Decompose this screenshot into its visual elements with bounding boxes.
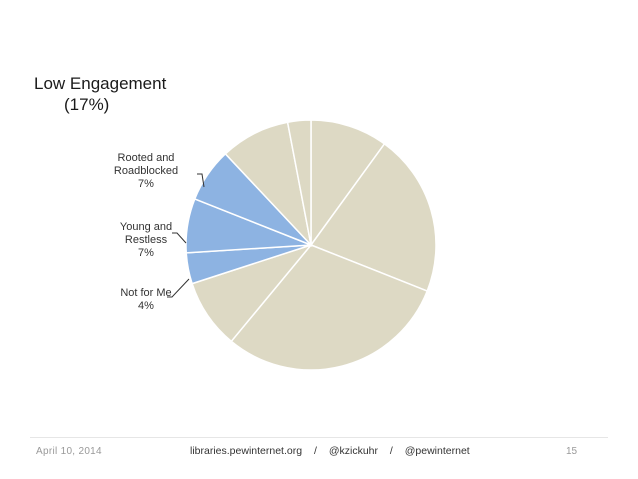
slice-label: Young and Restless 7% xyxy=(120,221,172,259)
slice-label-line: Roadblocked xyxy=(114,165,178,177)
slice-label-line: 7% xyxy=(138,178,154,190)
footer-handle-pewinternet: @pewinternet xyxy=(404,445,470,457)
chart-title: Low Engagement xyxy=(34,74,167,93)
pie-slice-3 xyxy=(230,244,429,371)
leader-line xyxy=(172,232,187,244)
slice-label-line: Not for Me xyxy=(120,287,171,299)
slice-label-line: Young and xyxy=(120,221,172,233)
pie-slice-9 xyxy=(286,119,312,246)
leader-line xyxy=(167,278,190,298)
slice-label: Not for Me 4% xyxy=(120,287,171,312)
slice-label-line: 4% xyxy=(138,300,154,312)
slice-label: Rooted and Roadblocked 7% xyxy=(114,152,178,190)
footer-divider xyxy=(30,437,608,438)
footer-date: April 10, 2014 xyxy=(36,446,102,457)
footer-separator: / xyxy=(313,445,317,457)
slice-label-line: 7% xyxy=(138,247,154,259)
chart-subtitle: (17%) xyxy=(64,95,110,114)
footer-links: libraries.pewinternet.org / @kzickuhr / … xyxy=(190,445,470,457)
footer-site: libraries.pewinternet.org xyxy=(190,445,303,457)
footer: April 10, 2014 libraries.pewinternet.org… xyxy=(0,437,638,467)
page-number: 15 xyxy=(566,446,578,457)
footer-handle-kzickuhr: @kzickuhr xyxy=(328,445,378,457)
chart-title-block: Low Engagement (17%) xyxy=(34,74,174,116)
pie-slice-1 xyxy=(310,119,386,248)
leader-line xyxy=(197,173,205,188)
footer-separator: / xyxy=(389,445,393,457)
slice-label-line: Restless xyxy=(125,234,168,246)
slice-label-line: Rooted and xyxy=(118,152,175,164)
pie-slice-2 xyxy=(309,142,437,292)
